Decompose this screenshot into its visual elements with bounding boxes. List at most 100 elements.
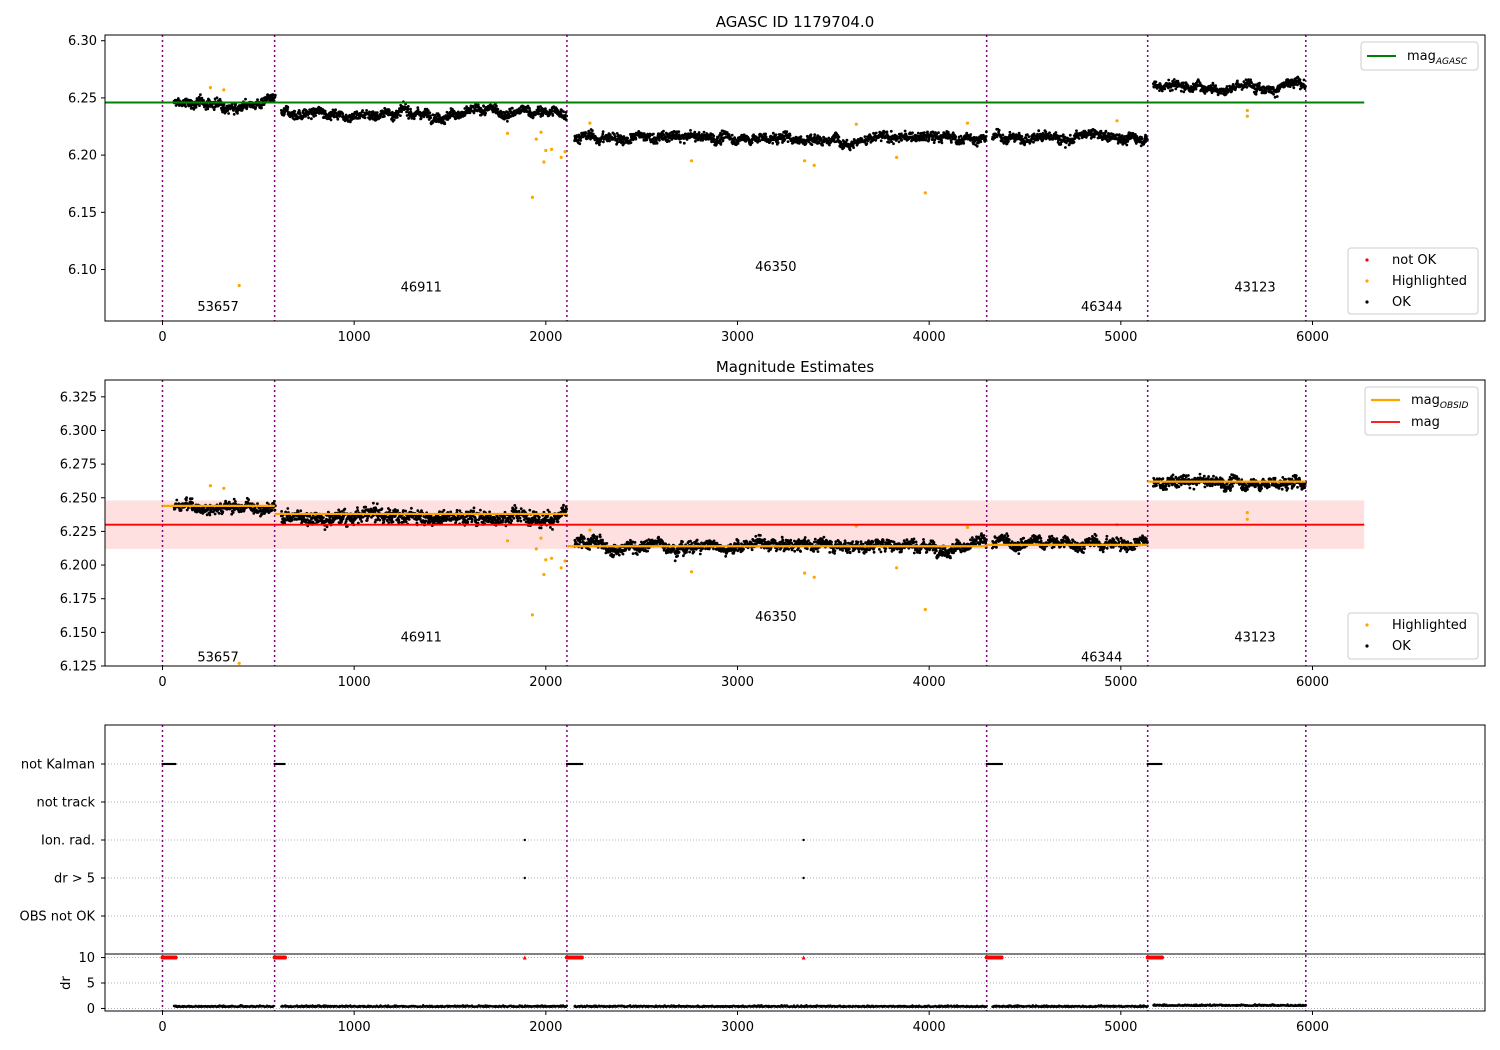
ok-point bbox=[771, 131, 775, 135]
ok-point bbox=[565, 114, 568, 118]
ok-point bbox=[1254, 92, 1258, 96]
ok-point bbox=[863, 135, 867, 139]
highlighted-point bbox=[208, 86, 212, 90]
ok-point bbox=[190, 497, 194, 500]
ok-point bbox=[406, 105, 410, 108]
highlighted-point bbox=[544, 148, 548, 153]
ok-point bbox=[1077, 137, 1081, 140]
ok-point bbox=[1179, 89, 1183, 93]
ok-point bbox=[412, 117, 416, 121]
ok-point bbox=[375, 502, 379, 506]
ok-point bbox=[256, 98, 259, 101]
ok-point bbox=[470, 520, 474, 524]
ok-point bbox=[341, 112, 345, 116]
obsid-label: 46344 bbox=[1081, 300, 1122, 315]
ok-point bbox=[382, 520, 386, 524]
ok-point bbox=[658, 138, 661, 142]
ok-point bbox=[771, 141, 775, 145]
ok-point bbox=[828, 143, 831, 147]
ok-point bbox=[232, 497, 236, 501]
ok-point bbox=[240, 109, 244, 112]
ok-point bbox=[954, 137, 957, 141]
highlighted-point bbox=[812, 163, 816, 167]
ok-point bbox=[528, 107, 531, 110]
ok-point bbox=[388, 508, 392, 512]
ok-point bbox=[797, 141, 801, 145]
ok-point bbox=[879, 139, 883, 143]
ok-point bbox=[837, 135, 841, 139]
ok-point bbox=[845, 138, 849, 142]
ok-point bbox=[465, 105, 468, 108]
ok-point bbox=[576, 138, 580, 142]
ok-point bbox=[179, 508, 183, 512]
agasc-legend-top: magAGASC bbox=[1360, 41, 1479, 71]
agasc-panel: AGASC ID 1179704.0 536574691146350463444… bbox=[68, 13, 1486, 345]
ok-point bbox=[1049, 133, 1053, 137]
ok-point bbox=[1302, 78, 1306, 82]
ok-point bbox=[1099, 129, 1103, 133]
ok-point bbox=[954, 135, 958, 139]
ok-point bbox=[405, 114, 409, 117]
ok-point bbox=[813, 133, 817, 137]
ok-point bbox=[396, 509, 399, 512]
x-tick-label: 5000 bbox=[1104, 330, 1137, 345]
ok-point bbox=[1163, 87, 1167, 91]
ok-point bbox=[383, 115, 386, 118]
ok-point bbox=[897, 140, 901, 144]
ok-point bbox=[730, 133, 734, 137]
ok-point bbox=[194, 105, 198, 109]
ok-point bbox=[712, 134, 716, 138]
ok-point bbox=[579, 139, 583, 142]
ok-point bbox=[391, 520, 395, 524]
ok-point bbox=[865, 142, 869, 146]
ok-point bbox=[1167, 78, 1171, 82]
ok-point bbox=[799, 135, 803, 139]
ok-point bbox=[443, 122, 447, 126]
y-tick-label: 6.25 bbox=[68, 91, 97, 106]
ok-point bbox=[406, 107, 410, 111]
x-tick-label: 0 bbox=[158, 330, 166, 345]
highlighted-point bbox=[1245, 114, 1249, 118]
ok-point bbox=[307, 116, 310, 120]
ok-point bbox=[916, 131, 920, 135]
ok-point bbox=[499, 109, 503, 113]
ok-point bbox=[433, 113, 437, 117]
ok-point bbox=[1140, 137, 1144, 141]
ok-point bbox=[819, 137, 823, 140]
ok-point bbox=[562, 110, 565, 114]
highlighted-point bbox=[588, 121, 592, 125]
ok-point bbox=[940, 138, 943, 142]
ok-point bbox=[887, 141, 891, 144]
ok-point bbox=[670, 138, 674, 141]
ok-point bbox=[380, 507, 384, 511]
ok-point bbox=[516, 519, 520, 522]
ok-point bbox=[634, 137, 638, 141]
ok-point bbox=[455, 508, 459, 512]
ok-point bbox=[397, 521, 401, 524]
ok-point bbox=[969, 133, 973, 136]
ok-point bbox=[322, 516, 325, 519]
ok-point bbox=[764, 135, 768, 139]
ok-point bbox=[809, 133, 813, 137]
ok-point bbox=[1092, 135, 1096, 139]
y-tick-label: 6.10 bbox=[68, 263, 97, 278]
ok-point bbox=[391, 110, 394, 114]
ok-point bbox=[608, 139, 611, 143]
ok-point bbox=[552, 520, 556, 523]
ok-point bbox=[338, 114, 342, 117]
ok-point bbox=[491, 104, 495, 107]
ok-point bbox=[997, 128, 1001, 132]
ok-point bbox=[512, 516, 516, 520]
legend-not-ok-label: not OK bbox=[1392, 253, 1437, 268]
ok-point bbox=[1001, 133, 1005, 137]
ok-point bbox=[199, 93, 202, 96]
ok-point bbox=[519, 507, 523, 510]
ok-point bbox=[1304, 85, 1307, 88]
x-tick-label: 6000 bbox=[1296, 330, 1329, 345]
ok-point bbox=[184, 498, 188, 502]
ok-point bbox=[470, 517, 474, 521]
ok-point bbox=[531, 115, 535, 119]
highlighted-point bbox=[559, 155, 563, 159]
ok-point bbox=[215, 96, 219, 100]
ok-point bbox=[652, 132, 655, 136]
